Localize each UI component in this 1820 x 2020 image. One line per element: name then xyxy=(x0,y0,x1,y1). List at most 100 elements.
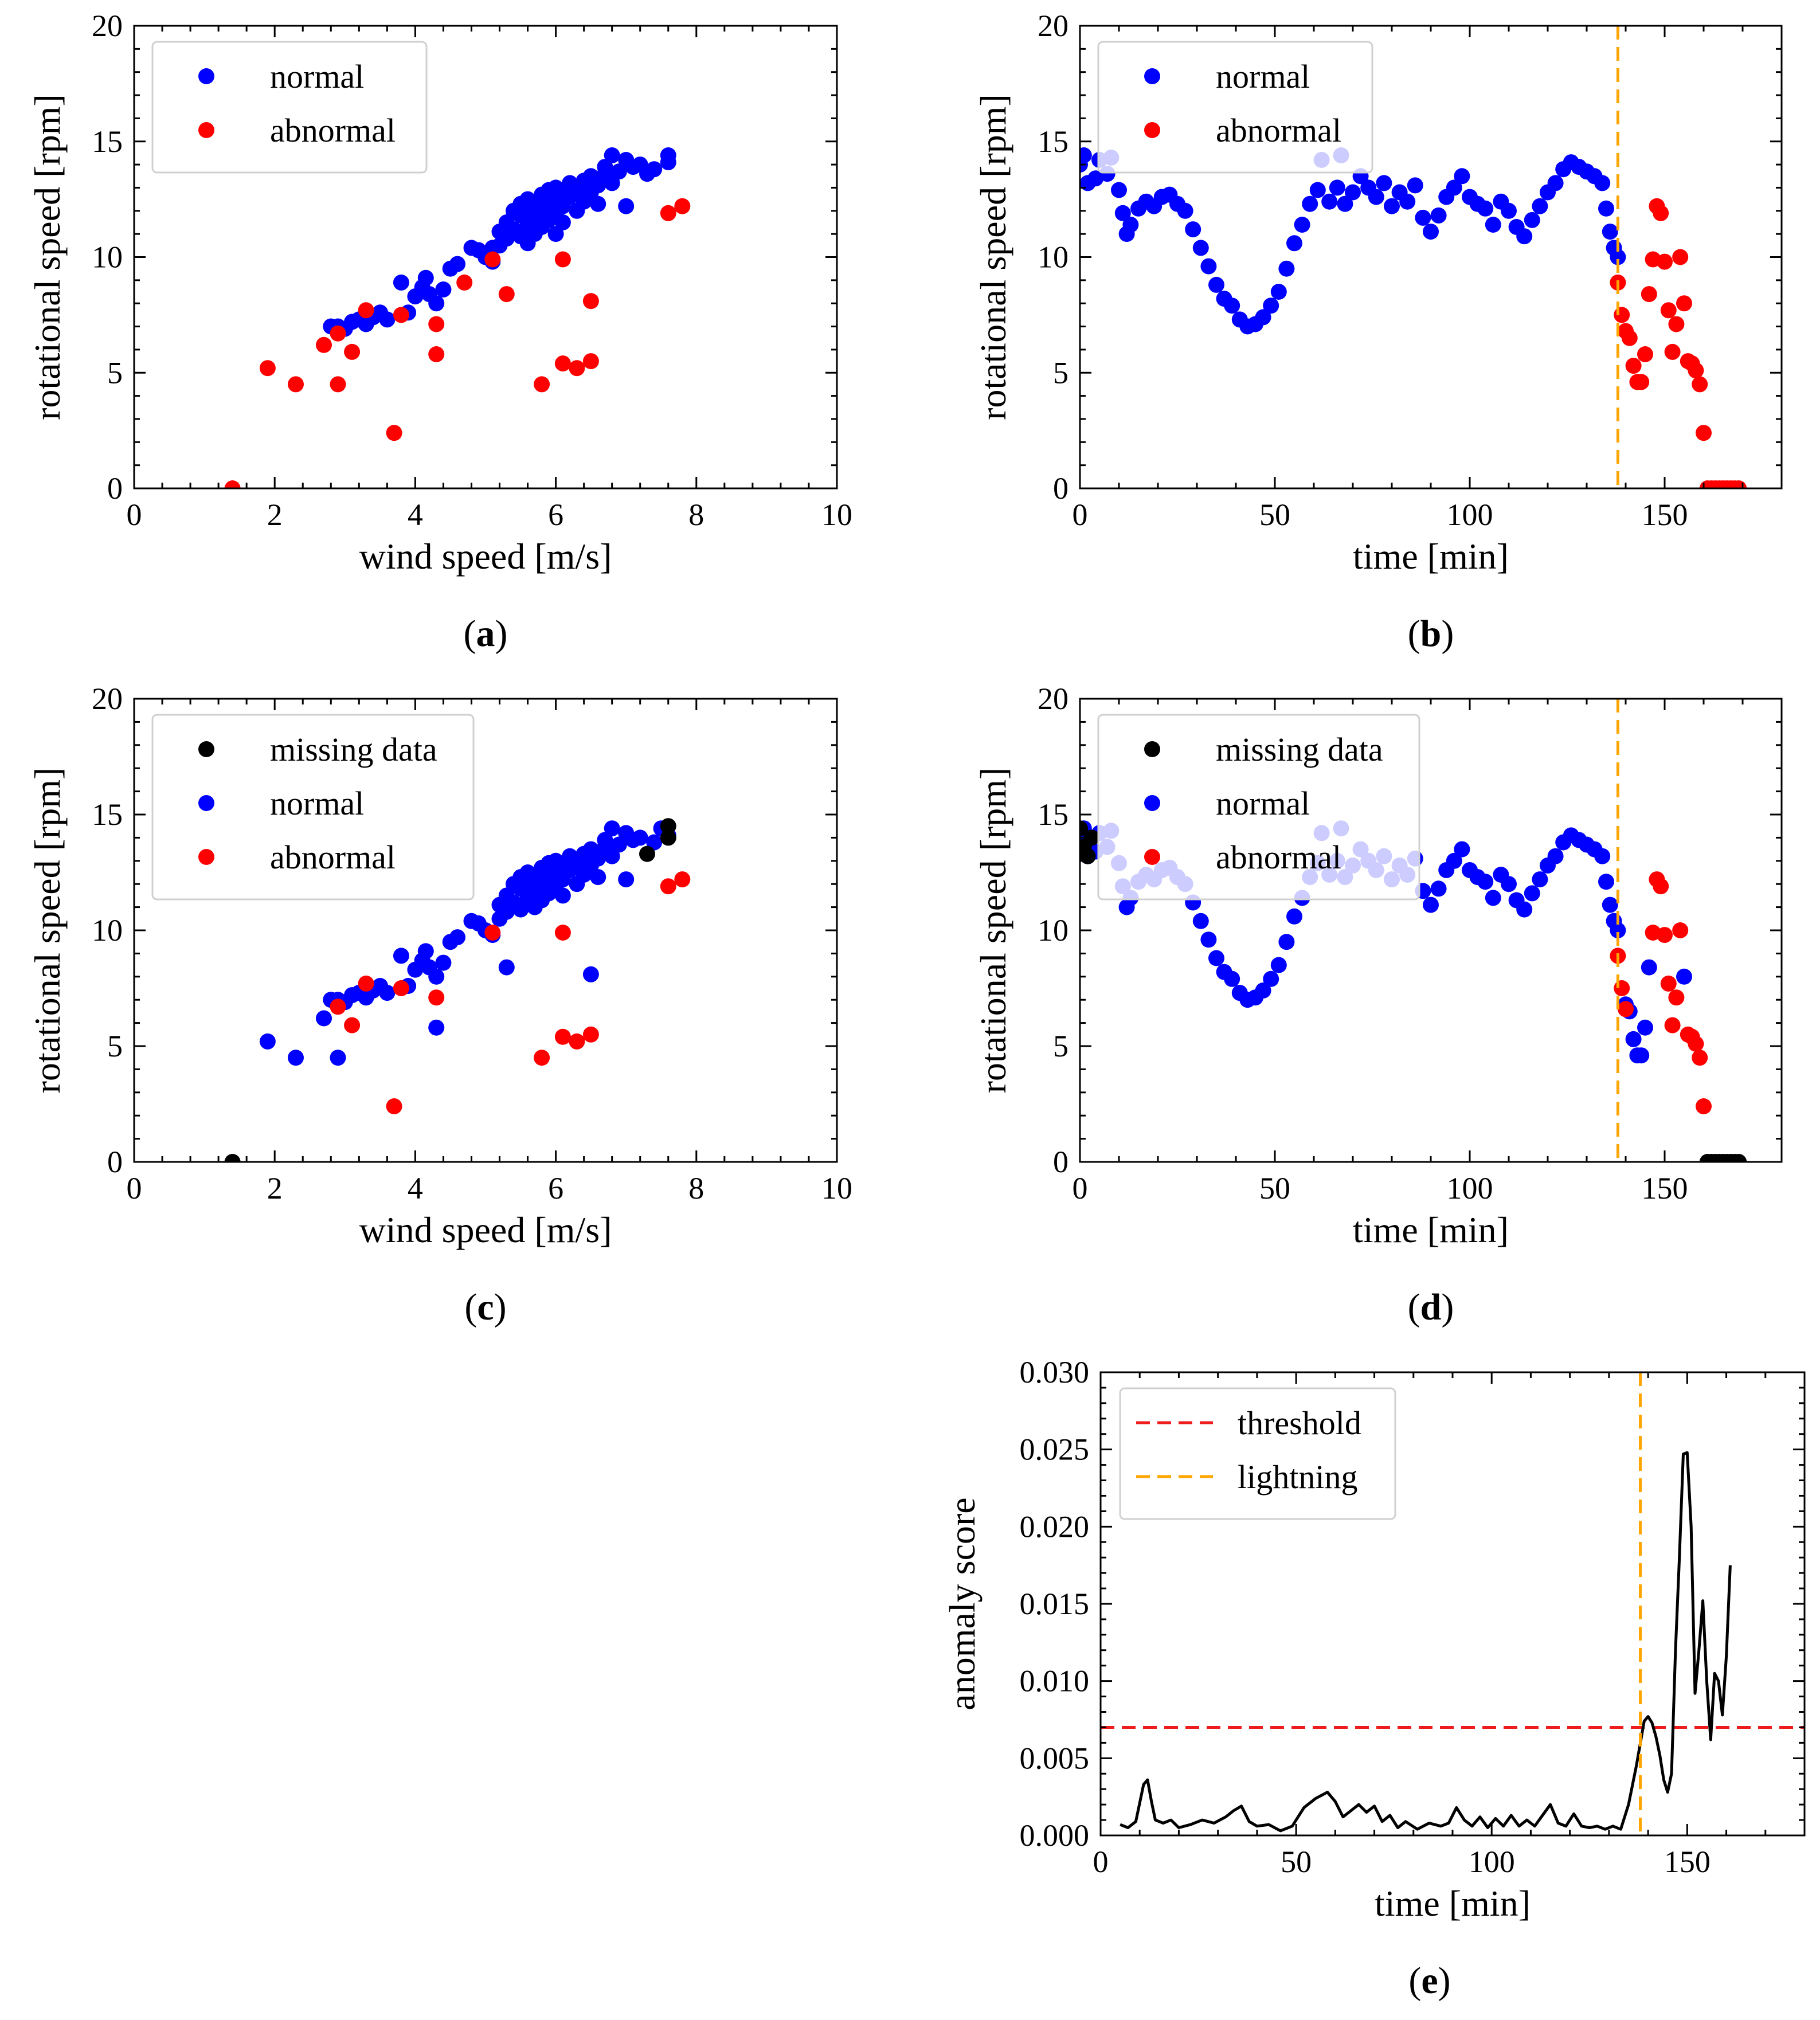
legend-label: abnormal xyxy=(270,112,396,149)
point-normal xyxy=(547,226,564,242)
point-normal xyxy=(1524,212,1540,228)
point-normal xyxy=(1278,260,1295,277)
y-tick-label: 15 xyxy=(92,797,123,832)
point-normal xyxy=(1477,200,1494,217)
point-abnormal xyxy=(358,302,374,319)
point-abnormal xyxy=(582,353,599,370)
point-abnormal xyxy=(330,999,346,1015)
point-normal xyxy=(1255,309,1271,326)
point-abnormal xyxy=(1664,1017,1681,1034)
legend-label: normal xyxy=(270,58,364,95)
x-tick-label: 8 xyxy=(688,1171,704,1205)
point-abnormal xyxy=(1692,376,1708,393)
x-tick-label: 100 xyxy=(1469,1845,1515,1879)
x-tick-label: 50 xyxy=(1281,1845,1312,1879)
legend-marker xyxy=(1144,68,1160,84)
point-normal xyxy=(1111,182,1127,198)
y-tick-label: 20 xyxy=(1038,682,1068,716)
point-abnormal xyxy=(428,346,445,362)
point-normal xyxy=(610,163,627,180)
point-abnormal xyxy=(1660,975,1677,992)
point-normal xyxy=(1547,848,1564,864)
panel-label: (a) xyxy=(464,613,508,655)
y-tick-label: 0 xyxy=(1053,1145,1068,1179)
point-normal xyxy=(1321,193,1338,210)
point-normal xyxy=(449,256,465,272)
point-normal xyxy=(1625,1031,1642,1047)
panel-a: 0 2 4 6 8 10 0 5 10 15 20 wind speed [m/s] rotationa… xyxy=(27,9,852,655)
point-abnormal xyxy=(582,293,599,310)
point-abnormal xyxy=(674,198,691,214)
point-normal xyxy=(632,829,648,846)
legend-marker xyxy=(1144,122,1160,138)
point-normal xyxy=(1454,168,1470,185)
point-abnormal xyxy=(1657,253,1673,270)
point-normal xyxy=(554,887,571,904)
point-abnormal xyxy=(259,360,276,377)
point-normal xyxy=(393,274,409,291)
y-tick-label: 0.020 xyxy=(1020,1509,1090,1544)
point-normal xyxy=(1430,880,1447,897)
point-abnormal xyxy=(1696,425,1712,441)
point-normal xyxy=(1547,175,1564,191)
point-abnormal xyxy=(386,1098,402,1114)
point-abnormal xyxy=(1668,316,1685,332)
x-tick-label: 6 xyxy=(548,498,563,532)
legend-label: abnormal xyxy=(1216,112,1341,149)
y-tick-label: 0.005 xyxy=(1020,1741,1090,1775)
point-missing-data xyxy=(224,1154,241,1162)
point-abnormal xyxy=(1692,1050,1708,1066)
point-normal xyxy=(646,834,663,851)
point-abnormal xyxy=(660,878,676,895)
point-abnormal xyxy=(554,925,571,941)
point-normal xyxy=(428,1019,445,1036)
y-tick-label: 0.025 xyxy=(1020,1432,1090,1467)
point-abnormal xyxy=(1664,343,1681,360)
point-normal xyxy=(1532,198,1548,214)
point-normal xyxy=(288,1050,304,1066)
legend-box xyxy=(1119,1387,1396,1520)
point-normal xyxy=(1368,189,1384,205)
point-abnormal xyxy=(484,925,501,941)
point-normal xyxy=(1200,258,1217,275)
point-normal xyxy=(316,1010,332,1027)
point-abnormal xyxy=(344,343,361,360)
point-normal xyxy=(484,240,501,256)
point-normal xyxy=(435,281,452,297)
point-normal xyxy=(1633,1047,1650,1064)
point-normal xyxy=(660,154,676,171)
panel-label: (e) xyxy=(1408,1960,1450,2002)
legend-marker xyxy=(198,122,214,138)
panel-label: (b) xyxy=(1408,613,1454,655)
legend-label: missing data xyxy=(1216,731,1383,768)
y-axis-label: anomaly score xyxy=(942,1497,983,1710)
y-tick-label: 15 xyxy=(1038,797,1068,832)
point-normal xyxy=(1676,968,1692,985)
y-tick-label: 10 xyxy=(1038,913,1068,948)
point-normal xyxy=(1270,957,1287,973)
point-normal xyxy=(1641,959,1657,976)
point-normal xyxy=(590,869,606,886)
point-normal xyxy=(1080,147,1092,163)
point-normal xyxy=(1255,982,1271,999)
x-tick-label: 4 xyxy=(408,1171,423,1205)
y-tick-label: 0 xyxy=(1053,471,1068,506)
point-normal xyxy=(1263,970,1279,987)
y-tick-label: 0.015 xyxy=(1020,1587,1090,1621)
point-abnormal xyxy=(1676,295,1692,312)
point-abnormal xyxy=(1641,286,1657,303)
y-tick-label: 5 xyxy=(107,355,123,390)
point-normal xyxy=(1177,202,1193,219)
point-normal xyxy=(1598,200,1614,217)
legend-label: normal xyxy=(1216,785,1310,822)
point-normal xyxy=(618,871,635,888)
legend-box xyxy=(151,41,428,174)
point-abnormal xyxy=(1660,302,1677,319)
point-normal xyxy=(1185,221,1201,238)
point-abnormal xyxy=(1621,330,1638,346)
point-normal xyxy=(554,214,571,230)
legend-marker xyxy=(198,741,214,757)
point-abnormal xyxy=(1614,307,1630,323)
legend-box xyxy=(1097,714,1420,901)
